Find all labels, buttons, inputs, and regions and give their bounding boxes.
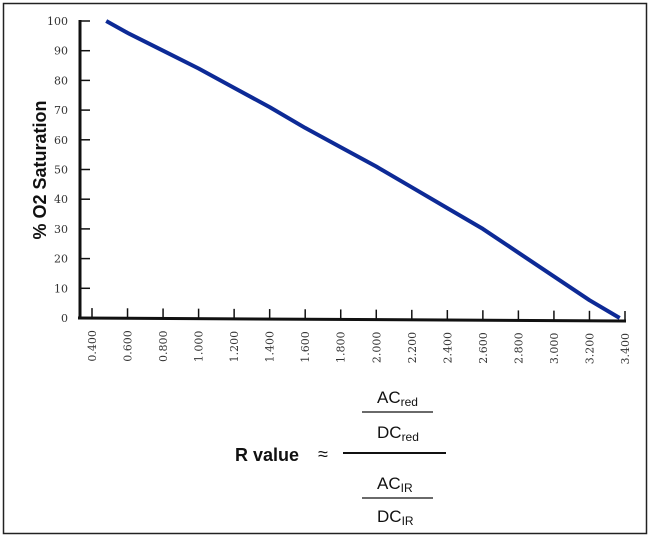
x-tick-label: 2.200 (406, 332, 419, 364)
x-tick-label: 0.600 (122, 330, 135, 362)
x-tick-label: 0.800 (157, 330, 170, 362)
x-tick-label: 0.400 (86, 330, 99, 362)
x-tick-label: 3.400 (619, 333, 632, 365)
y-tick-label: 100 (47, 15, 68, 28)
formula-lhs: R value (235, 445, 299, 465)
x-tick-label: 1.800 (335, 331, 348, 363)
den-top: ACIR (377, 474, 413, 495)
x-tick-label: 2.800 (512, 332, 525, 364)
y-tick-label: 20 (54, 253, 68, 266)
x-tick-label: 2.400 (441, 332, 454, 364)
y-tick-label: 30 (54, 223, 68, 236)
x-tick-label: 1.200 (228, 331, 241, 363)
num-top: ACred (377, 388, 418, 409)
y-tick-label: 70 (54, 104, 68, 117)
x-tick-label: 1.000 (193, 331, 206, 363)
y-tick-label: 60 (54, 134, 68, 147)
formula: R value ≈ ACred DCred ACIR DCIR (235, 388, 446, 528)
x-tick-label: 1.600 (299, 331, 312, 363)
x-tick-label: 3.000 (548, 333, 561, 365)
y-tick-label: 10 (54, 282, 68, 295)
x-tick-label: 1.400 (264, 331, 277, 363)
x-tick-label: 2.600 (477, 332, 490, 364)
y-tick-label: 80 (54, 74, 68, 87)
data-series-line (105, 19, 621, 320)
x-tick-label: 2.000 (370, 332, 383, 364)
formula-approx: ≈ (318, 444, 328, 464)
x-tick-label: 3.200 (583, 333, 596, 365)
y-tick-label: 40 (54, 193, 68, 206)
y-tick-label: 0 (61, 312, 68, 325)
num-bottom: DCred (377, 423, 419, 444)
y-tick-label: 50 (54, 164, 68, 177)
x-axis-line (77, 316, 627, 323)
y-axis-label: % O2 Saturation (30, 100, 50, 239)
y-tick-label: 90 (54, 45, 68, 58)
den-bottom: DCIR (377, 507, 414, 528)
